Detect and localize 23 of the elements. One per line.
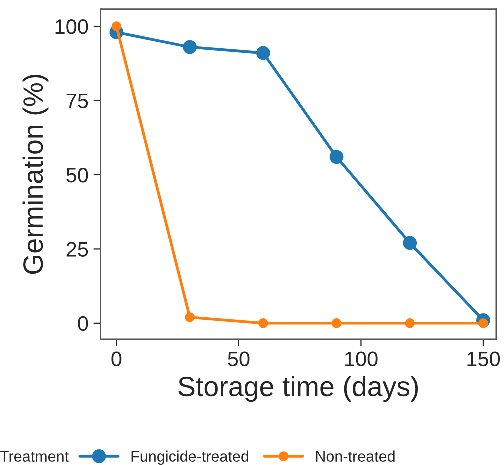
point <box>112 22 122 32</box>
y-tick-label: 25 <box>66 242 88 257</box>
legend-label: Fungicide-treated <box>132 450 248 465</box>
point <box>330 150 344 164</box>
point <box>332 318 342 328</box>
y-tick-label: 75 <box>66 94 88 108</box>
point <box>183 40 197 54</box>
x-tick-label: 150 <box>468 352 500 367</box>
legend-label: Non-treated <box>316 450 395 462</box>
y-tick-label: 100 <box>56 20 88 34</box>
point <box>403 236 418 250</box>
legend-title: Treatment <box>0 451 69 462</box>
x-tick-label: 50 <box>228 352 250 367</box>
point <box>405 318 415 328</box>
x-tick-label: 100 <box>345 352 378 367</box>
x-tick-label: 0 <box>112 352 122 367</box>
x-axis-title: Storage time (days) <box>178 376 418 402</box>
point <box>258 318 268 328</box>
point <box>185 312 195 322</box>
y-tick-label: 0 <box>78 316 88 332</box>
y-tick-label: 50 <box>66 168 88 183</box>
y-axis-title: Germination (%) <box>22 74 49 274</box>
point <box>256 46 270 60</box>
